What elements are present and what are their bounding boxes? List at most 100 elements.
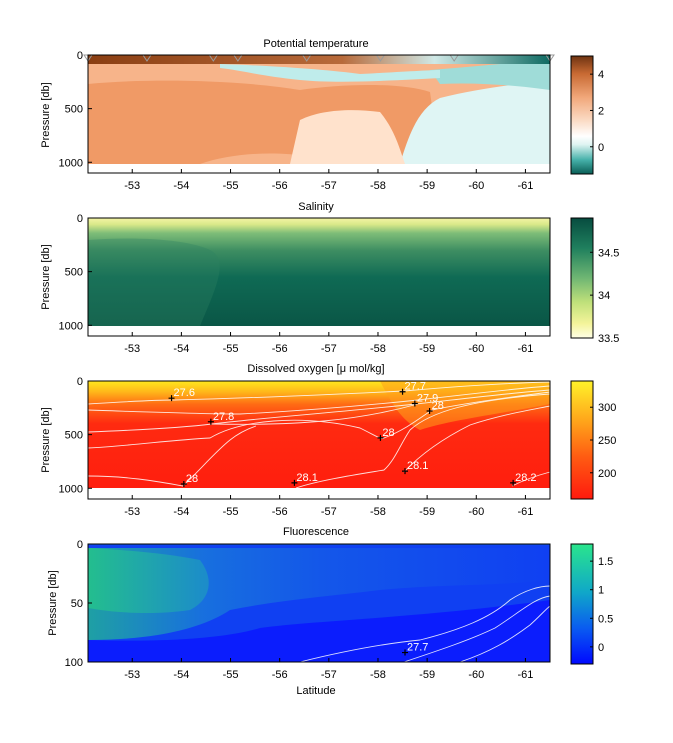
- xtick-label: -61: [517, 343, 533, 355]
- oxygen-contours: [87, 381, 551, 489]
- xtick-label: -54: [173, 180, 189, 192]
- fluorescence-xticks: -53 -54 -55 -56 -57 -58 -59 -60 -61: [124, 658, 533, 681]
- temperature-yticks: 0 500 1000: [59, 50, 92, 169]
- fluo-contour-3: [459, 605, 551, 663]
- temperature-deep-cool: [400, 80, 550, 164]
- xtick-label: -55: [223, 669, 239, 681]
- fluorescence-deep: [88, 600, 550, 662]
- oxygen-xticks: -53 -54 -55 -56 -57 -58 -59 -60 -61: [124, 495, 533, 518]
- xtick-label: -55: [223, 506, 239, 518]
- fluorescence-contours: [299, 585, 551, 663]
- xlabel-fluorescence: Latitude: [296, 685, 335, 697]
- colorbar-tick-label: 0: [598, 142, 604, 154]
- ytick-label: 1000: [59, 157, 83, 169]
- panel-oxygen: Dissolved oxygen [μ mol/kg] 27.6 27.7 27.8…: [40, 363, 616, 518]
- salinity-yticks: 0 500 1000: [59, 213, 92, 332]
- oxygen-contour-markers: [168, 388, 517, 487]
- plot-salinity: [87, 217, 551, 337]
- xtick-label: -61: [517, 669, 533, 681]
- salinity-xticks: -53 -54 -55 -56 -57 -58 -59 -60 -61: [124, 332, 533, 355]
- contour-label: 27.7: [407, 642, 428, 654]
- contour-label: 28: [382, 427, 394, 439]
- ylabel-oxygen: Pressure [db]: [40, 407, 52, 472]
- xtick-label: -60: [468, 669, 484, 681]
- contour-marker: [168, 395, 175, 402]
- title-salinity: Salinity: [298, 201, 334, 213]
- ytick-label: 0: [77, 376, 83, 388]
- xtick-label: -54: [173, 343, 189, 355]
- ytick-label: 0: [77, 50, 83, 62]
- colorbar-oxygen: 300 250 200: [570, 380, 616, 500]
- xtick-label: -59: [419, 669, 435, 681]
- xtick-label: -56: [272, 180, 288, 192]
- colorbar-tick-label: 4: [598, 69, 604, 81]
- panel-fluorescence: Fluorescence 27.7 Pressure [db] Latitude…: [47, 526, 613, 697]
- xtick-label: -55: [223, 343, 239, 355]
- colorbar-tick-label: 34: [598, 290, 610, 302]
- ytick-label: 500: [65, 430, 83, 442]
- xtick-label: -57: [321, 343, 337, 355]
- xtick-label: -60: [468, 180, 484, 192]
- contour-28-1b: [403, 405, 551, 473]
- temperature-east-cold: [430, 60, 550, 90]
- fluo-contour-1: [299, 585, 551, 663]
- colorbar-tick-label: 33.5: [598, 333, 619, 345]
- ytick-label: 50: [71, 598, 83, 610]
- xtick-label: -56: [272, 669, 288, 681]
- temperature-surface: [88, 55, 550, 64]
- title-oxygen: Dissolved oxygen [μ mol/kg]: [247, 363, 384, 375]
- xtick-label: -58: [370, 506, 386, 518]
- ytick-label: 0: [77, 539, 83, 551]
- contour-label: 28: [186, 473, 198, 485]
- contour-27-6: [87, 381, 551, 405]
- temperature-subsurface-cool: [220, 64, 440, 82]
- contour-label: 28.1: [296, 472, 317, 484]
- contour-marker: [291, 479, 298, 486]
- xtick-label: -58: [370, 180, 386, 192]
- oxygen-yticks: 0 500 1000: [59, 376, 92, 495]
- contour-label: 27.7: [405, 381, 426, 393]
- ytick-label: 0: [77, 213, 83, 225]
- panel-temperature: Potential temperature Pressure [db] 0 500…: [40, 38, 604, 192]
- ytick-label: 500: [65, 104, 83, 116]
- salinity-body: [88, 218, 550, 326]
- xtick-label: -55: [223, 180, 239, 192]
- contour-27-9: [211, 403, 419, 425]
- fluorescence-mid-band: [88, 548, 550, 640]
- contour-28-2: [511, 471, 551, 487]
- contour-label: 28.2: [515, 472, 536, 484]
- contour-label: 28.1: [407, 460, 428, 472]
- colorbar-fluorescence: 1.5 1 0.5 0: [570, 543, 613, 665]
- temperature-pale-wedge: [290, 110, 405, 164]
- contour-marker: [510, 479, 517, 486]
- ylabel-salinity: Pressure [db]: [40, 244, 52, 309]
- colorbar-tick-label: 200: [598, 468, 616, 480]
- plot-temperature: [83, 54, 555, 174]
- xtick-label: -59: [419, 343, 435, 355]
- contour-marker: [207, 418, 214, 425]
- contour-label: 27.9: [417, 393, 438, 405]
- ytick-label: 1000: [59, 320, 83, 332]
- title-temperature: Potential temperature: [263, 38, 368, 50]
- xtick-label: -54: [173, 669, 189, 681]
- xtick-label: -57: [321, 180, 337, 192]
- contour-marker: [402, 649, 409, 656]
- colorbar-tick-label: 250: [598, 435, 616, 447]
- contour-label: 28: [432, 400, 444, 412]
- contour-marker: [402, 468, 409, 475]
- xtick-label: -60: [468, 506, 484, 518]
- xtick-label: -53: [124, 506, 140, 518]
- xtick-label: -53: [124, 669, 140, 681]
- plot-fluorescence: 27.7: [87, 543, 551, 663]
- contour-28-1: [295, 393, 551, 489]
- fluorescence-contour-markers: [402, 649, 409, 656]
- xtick-label: -58: [370, 669, 386, 681]
- xtick-label: -56: [272, 506, 288, 518]
- xtick-label: -56: [272, 343, 288, 355]
- salinity-west-lighter: [88, 238, 220, 326]
- contour-marker: [426, 408, 433, 415]
